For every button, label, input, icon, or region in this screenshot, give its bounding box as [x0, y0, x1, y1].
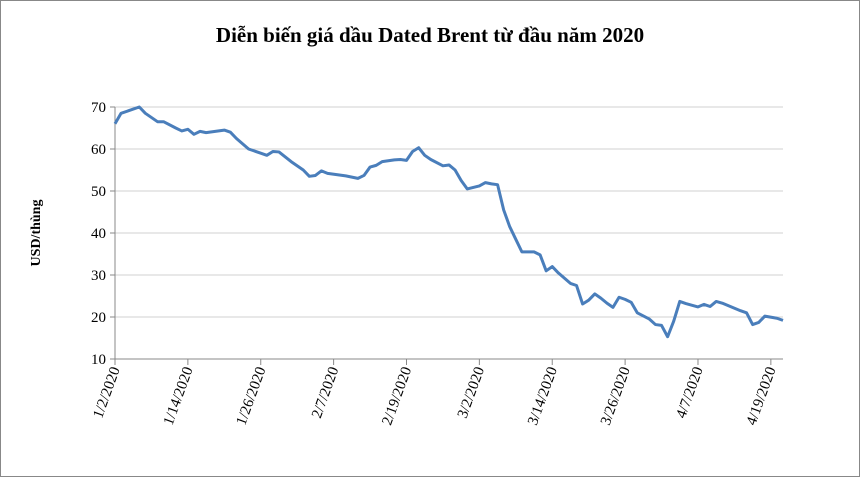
- y-tick-label: 10: [91, 352, 106, 368]
- y-axis-label: USD/thùng: [29, 200, 44, 267]
- y-tick-label: 30: [91, 268, 106, 284]
- y-tick-label: 40: [91, 226, 106, 242]
- y-tick-label: 60: [91, 142, 106, 158]
- chart-title: Diễn biến giá dầu Dated Brent từ đầu năm…: [216, 23, 644, 47]
- line-series: [113, 105, 784, 339]
- y-tick-label: 20: [91, 310, 106, 326]
- y-tick-label: 50: [91, 184, 106, 200]
- y-tick-label: 70: [91, 100, 106, 116]
